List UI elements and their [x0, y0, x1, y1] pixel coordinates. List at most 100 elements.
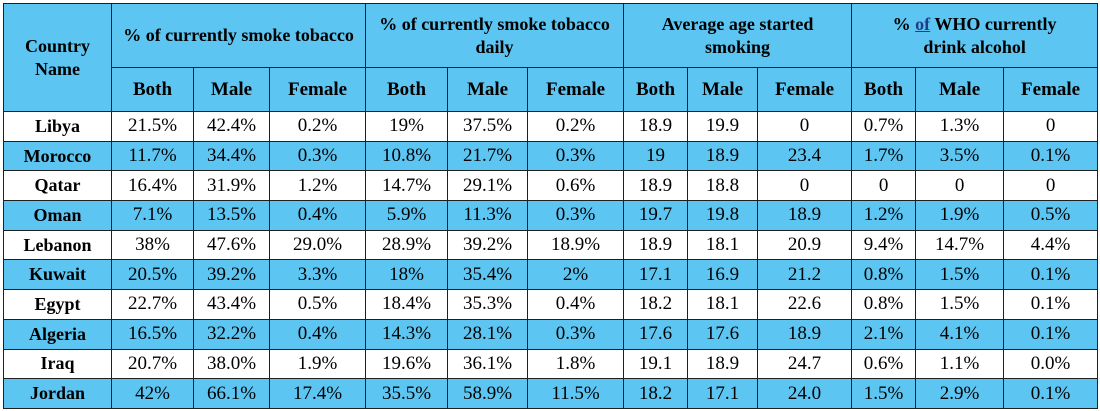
- value-cell: 21.7%: [447, 140, 529, 172]
- value-cell: 14.7%: [915, 229, 1005, 261]
- value-cell: 19.9: [687, 111, 759, 142]
- value-cell: 28.1%: [447, 318, 529, 350]
- value-cell: 21.5%: [111, 111, 194, 142]
- value-cell: 0: [1003, 170, 1099, 202]
- value-cell: 42%: [111, 378, 194, 409]
- table-row: Libya 21.5% 42.4% 0.2% 19% 37.5% 0.2% 18.9 19.9 0…: [3, 111, 1099, 142]
- value-cell: 10.8%: [365, 140, 449, 172]
- value-cell: 17.6: [687, 318, 759, 350]
- country-cell: Iraq: [3, 348, 112, 380]
- value-cell: 0.8%: [851, 259, 917, 291]
- table-row: Iraq 20.7% 38.0% 1.9% 19.6% 36.1% 1.8% 19.1 18.9…: [3, 348, 1099, 380]
- value-cell: 4.1%: [915, 318, 1005, 350]
- group-header-age-started: Average age started smoking: [623, 3, 853, 68]
- value-cell: 0.1%: [1003, 259, 1099, 291]
- value-cell: 3.3%: [268, 259, 367, 291]
- value-cell: 35.5%: [365, 378, 449, 409]
- value-cell: 19.8: [687, 200, 759, 231]
- value-cell: 9.4%: [851, 229, 917, 261]
- value-cell: 23.4: [757, 140, 853, 172]
- sub-header-row: Both Male Female Both Male Female Both M…: [4, 67, 1099, 112]
- value-cell: 21.2: [757, 259, 853, 291]
- value-cell: 0: [851, 170, 917, 202]
- country-cell: Morocco: [3, 140, 112, 172]
- value-cell: 1.5%: [915, 259, 1005, 291]
- sub-header-female: Female: [757, 67, 853, 112]
- value-cell: 0.3%: [527, 200, 625, 231]
- value-cell: 18.9%: [527, 229, 625, 261]
- value-cell: 18.8: [687, 170, 759, 202]
- value-cell: 1.2%: [851, 200, 917, 231]
- country-cell: Egypt: [3, 289, 112, 320]
- country-cell: Kuwait: [3, 259, 112, 291]
- country-cell: Libya: [3, 111, 112, 142]
- value-cell: 17.1: [623, 259, 689, 291]
- sub-header-female: Female: [268, 67, 367, 112]
- table-row: Egypt 22.7% 43.4% 0.5% 18.4% 35.3% 0.4% 18.2 18.…: [3, 289, 1099, 320]
- value-cell: 39.2%: [447, 229, 529, 261]
- value-cell: 2.9%: [915, 378, 1005, 409]
- sub-header-male: Male: [447, 67, 529, 112]
- value-cell: 0.1%: [1003, 378, 1099, 409]
- sub-header-both: Both: [111, 67, 194, 112]
- value-cell: 0: [757, 111, 853, 142]
- value-cell: 0.3%: [527, 140, 625, 172]
- value-cell: 0.1%: [1003, 318, 1099, 350]
- value-cell: 4.4%: [1003, 229, 1099, 261]
- value-cell: 11.3%: [447, 200, 529, 231]
- of-link[interactable]: of: [915, 13, 931, 34]
- value-cell: 0.8%: [851, 289, 917, 320]
- value-cell: 0: [1003, 111, 1099, 142]
- table-body: Libya 21.5% 42.4% 0.2% 19% 37.5% 0.2% 18.9 19.9 0…: [3, 111, 1099, 409]
- country-cell: Lebanon: [3, 229, 112, 261]
- value-cell: 18.1: [687, 229, 759, 261]
- value-cell: 0: [757, 170, 853, 202]
- value-cell: 0.1%: [1003, 289, 1099, 320]
- value-cell: 2%: [527, 259, 625, 291]
- country-name-header: Country Name: [3, 3, 112, 112]
- sub-header-male: Male: [915, 67, 1005, 112]
- group-header-row: Country Name % of currently smoke tobacc…: [3, 3, 1099, 112]
- value-cell: 17.6: [623, 318, 689, 350]
- value-cell: 0.5%: [268, 289, 367, 320]
- sub-header-male: Male: [687, 67, 759, 112]
- value-cell: 28.9%: [365, 229, 449, 261]
- value-cell: 0.0%: [1003, 348, 1099, 380]
- value-cell: 42.4%: [193, 111, 270, 142]
- value-cell: 0.5%: [1003, 200, 1099, 231]
- table-row: Oman 7.1% 13.5% 0.4% 5.9% 11.3% 0.3% 19.7 19.8 18…: [3, 200, 1099, 231]
- value-cell: 18.9: [757, 200, 853, 231]
- value-cell: 19%: [365, 111, 449, 142]
- value-cell: 47.6%: [193, 229, 270, 261]
- value-cell: 0: [915, 170, 1005, 202]
- value-cell: 1.5%: [915, 289, 1005, 320]
- value-cell: 0.3%: [527, 318, 625, 350]
- sub-header-female: Female: [527, 67, 625, 112]
- sub-header-both: Both: [623, 67, 689, 112]
- value-cell: 0.4%: [527, 289, 625, 320]
- value-cell: 1.7%: [851, 140, 917, 172]
- value-cell: 18.9: [623, 111, 689, 142]
- value-cell: 0.7%: [851, 111, 917, 142]
- group-header-drink-alcohol: % of WHO currently drink alcohol: [851, 3, 1099, 68]
- value-cell: 36.1%: [447, 348, 529, 380]
- value-cell: 0.6%: [527, 170, 625, 202]
- value-cell: 18.9: [623, 229, 689, 261]
- value-cell: 66.1%: [193, 378, 270, 409]
- value-cell: 0.3%: [268, 140, 367, 172]
- value-cell: 5.9%: [365, 200, 449, 231]
- value-cell: 19: [623, 140, 689, 172]
- value-cell: 37.5%: [447, 111, 529, 142]
- value-cell: 19.6%: [365, 348, 449, 380]
- country-cell: Qatar: [3, 170, 112, 202]
- value-cell: 19.7: [623, 200, 689, 231]
- sub-header-male: Male: [193, 67, 270, 112]
- value-cell: 32.2%: [193, 318, 270, 350]
- value-cell: 20.7%: [111, 348, 194, 380]
- value-cell: 29.1%: [447, 170, 529, 202]
- value-cell: 35.4%: [447, 259, 529, 291]
- value-cell: 20.5%: [111, 259, 194, 291]
- value-cell: 29.0%: [268, 229, 367, 261]
- value-cell: 1.9%: [915, 200, 1005, 231]
- table-row: Kuwait 20.5% 39.2% 3.3% 18% 35.4% 2% 17.1 16.9 21…: [3, 259, 1099, 291]
